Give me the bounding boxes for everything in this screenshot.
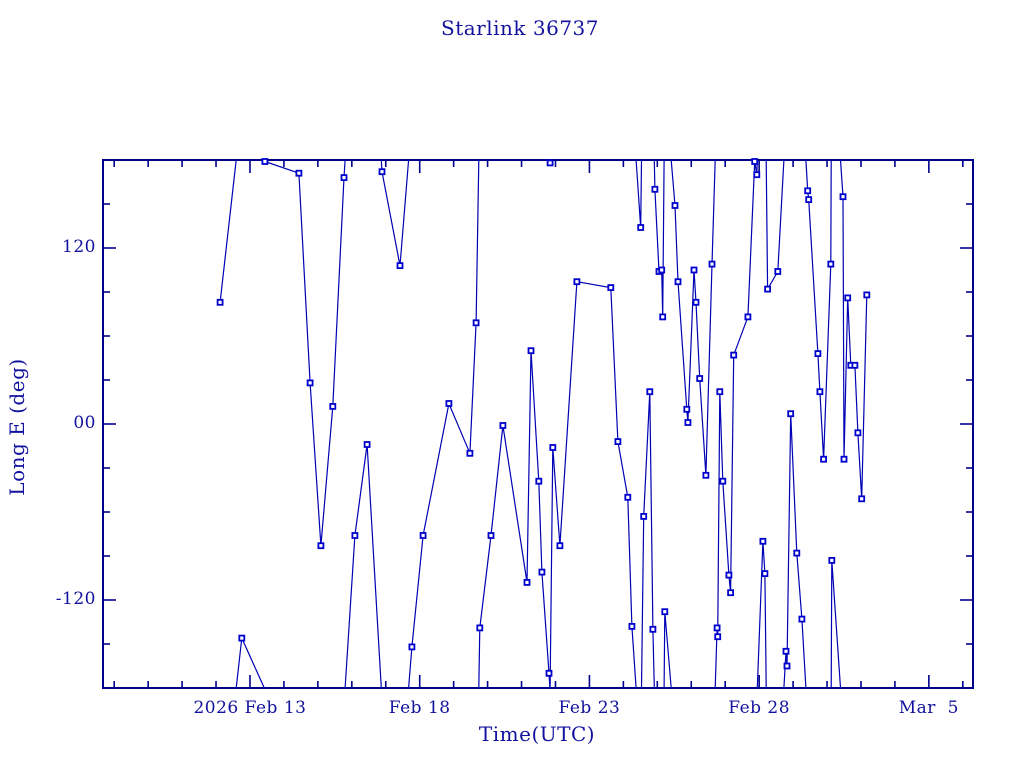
data-point-marker bbox=[661, 608, 669, 616]
data-point-marker bbox=[725, 571, 733, 579]
data-point-marker bbox=[329, 402, 337, 410]
data-point-marker bbox=[628, 623, 636, 630]
data-point-marker bbox=[804, 187, 812, 195]
y-tick-label: 120 bbox=[62, 237, 96, 257]
data-point-marker bbox=[730, 351, 738, 359]
data-point-marker bbox=[839, 193, 847, 201]
x-tick-label: 2026 Feb 13 bbox=[193, 698, 307, 718]
data-point-marker bbox=[646, 388, 654, 396]
data-point-marker bbox=[546, 159, 554, 167]
data-point-marker bbox=[798, 615, 806, 623]
data-point-marker bbox=[713, 624, 721, 632]
data-point-marker bbox=[419, 532, 427, 539]
data-point-marker bbox=[556, 542, 564, 550]
data-point-marker bbox=[753, 171, 761, 179]
data-point-marker bbox=[317, 542, 325, 550]
x-tick-label: Feb 23 bbox=[558, 698, 621, 718]
plot-frame bbox=[102, 159, 974, 689]
data-point-marker bbox=[238, 634, 246, 642]
data-point-marker bbox=[744, 313, 752, 321]
data-line bbox=[219, 159, 868, 689]
data-point-marker bbox=[295, 169, 303, 177]
data-point-marker bbox=[306, 379, 314, 387]
data-point-marker bbox=[851, 361, 859, 369]
data-point-marker bbox=[690, 266, 698, 274]
data-point-marker bbox=[363, 441, 371, 448]
data-point-marker bbox=[684, 419, 692, 426]
data-point-marker bbox=[549, 444, 557, 451]
data-point-marker bbox=[840, 455, 848, 463]
data-point-marker bbox=[787, 410, 795, 418]
chart-title: Starlink 36737 bbox=[441, 16, 599, 40]
data-point-marker bbox=[408, 643, 416, 651]
data-point-marker bbox=[683, 405, 691, 413]
data-point-marker bbox=[607, 284, 615, 292]
data-point-marker bbox=[659, 313, 667, 321]
data-point-marker bbox=[782, 647, 790, 655]
data-point-marker bbox=[649, 625, 657, 633]
data-point-marker bbox=[535, 477, 543, 485]
data-point-marker bbox=[727, 589, 734, 597]
data-point-marker bbox=[476, 624, 484, 632]
data-point-marker bbox=[499, 422, 507, 429]
data-point-marker bbox=[624, 493, 632, 501]
data-point-marker bbox=[816, 388, 824, 396]
x-tick-label: Feb 18 bbox=[388, 698, 451, 718]
data-point-markers bbox=[216, 158, 871, 677]
data-point-marker bbox=[545, 669, 553, 677]
data-point-marker bbox=[814, 350, 822, 358]
data-point-marker bbox=[719, 477, 727, 485]
x-axis-label: Time(UTC) bbox=[478, 722, 596, 746]
data-point-marker bbox=[472, 319, 480, 327]
data-point-marker bbox=[637, 224, 645, 231]
data-point-marker bbox=[844, 294, 852, 302]
data-point-marker bbox=[702, 471, 710, 479]
data-point-marker bbox=[764, 285, 771, 293]
data-point-marker bbox=[487, 532, 495, 539]
data-point-marker bbox=[714, 633, 722, 641]
data-point-marker bbox=[261, 158, 269, 165]
axis-ticks bbox=[103, 160, 973, 688]
data-point-marker bbox=[466, 449, 474, 457]
data-point-marker bbox=[858, 495, 866, 503]
data-point-marker bbox=[445, 400, 453, 407]
data-point-marker bbox=[827, 260, 835, 268]
data-point-marker bbox=[863, 291, 871, 299]
data-point-marker bbox=[805, 196, 813, 204]
data-point-marker bbox=[692, 298, 700, 306]
data-point-marker bbox=[674, 278, 682, 286]
x-tick-label: Feb 28 bbox=[728, 698, 791, 718]
data-point-marker bbox=[527, 347, 535, 355]
data-point-marker bbox=[759, 537, 767, 545]
data-point-marker bbox=[820, 455, 827, 463]
data-point-marker bbox=[783, 662, 791, 670]
data-point-marker bbox=[378, 168, 386, 176]
data-point-marker bbox=[651, 185, 659, 193]
data-point-marker bbox=[828, 557, 836, 564]
data-point-marker bbox=[351, 532, 359, 539]
data-point-marker bbox=[716, 388, 724, 396]
y-tick-label: -120 bbox=[55, 589, 96, 609]
data-point-marker bbox=[573, 278, 581, 286]
data-point-marker bbox=[854, 429, 862, 437]
data-point-marker bbox=[396, 262, 404, 270]
data-point-marker bbox=[614, 438, 622, 446]
data-point-marker bbox=[671, 202, 679, 209]
data-point-marker bbox=[761, 570, 769, 577]
y-tick-label: 00 bbox=[73, 413, 96, 433]
data-point-marker bbox=[216, 298, 224, 306]
data-point-marker bbox=[640, 513, 648, 520]
data-point-marker bbox=[538, 568, 546, 576]
data-point-marker bbox=[793, 549, 801, 557]
data-point-marker bbox=[340, 174, 348, 182]
data-point-marker bbox=[774, 268, 782, 275]
x-tick-label: Mar 5 bbox=[898, 698, 959, 718]
data-point-marker bbox=[523, 579, 531, 586]
data-point-marker bbox=[696, 375, 704, 382]
data-point-marker bbox=[658, 266, 666, 274]
data-point-marker bbox=[708, 260, 716, 268]
data-point-marker bbox=[751, 158, 759, 165]
